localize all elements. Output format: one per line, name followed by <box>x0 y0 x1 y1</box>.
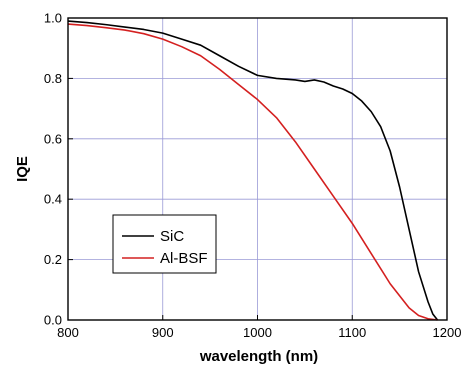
x-tick-label: 800 <box>57 325 79 340</box>
series-line-al-bsf <box>67 23 438 321</box>
tick-labels: 800 900 1000 1100 1200 0.0 0.2 0.4 0.6 0.8 1.0 <box>44 11 462 341</box>
series-line-sic <box>67 20 439 321</box>
x-tick-label: 1200 <box>433 325 462 340</box>
grid-lines <box>68 18 447 320</box>
legend: SiC Al-BSF <box>112 214 217 274</box>
x-tick-label: 1100 <box>338 325 366 340</box>
x-tick-label: 1000 <box>243 325 272 340</box>
axis-ticks <box>67 17 448 321</box>
y-tick-label: 1.0 <box>44 11 62 26</box>
y-tick-label: 0.0 <box>44 313 62 328</box>
x-tick-label: 900 <box>152 325 174 340</box>
legend-label-al-bsf: Al-BSF <box>160 250 208 267</box>
series-lines <box>67 20 439 321</box>
x-axis-title: wavelength (nm) <box>199 348 318 365</box>
y-axis-title: IQE <box>14 156 31 182</box>
legend-box <box>112 214 217 274</box>
y-tick-label: 0.2 <box>44 252 62 267</box>
y-tick-label: 0.8 <box>44 71 62 86</box>
y-tick-label: 0.6 <box>44 131 62 146</box>
y-tick-label: 0.4 <box>44 192 62 207</box>
legend-label-sic: SiC <box>160 228 184 245</box>
